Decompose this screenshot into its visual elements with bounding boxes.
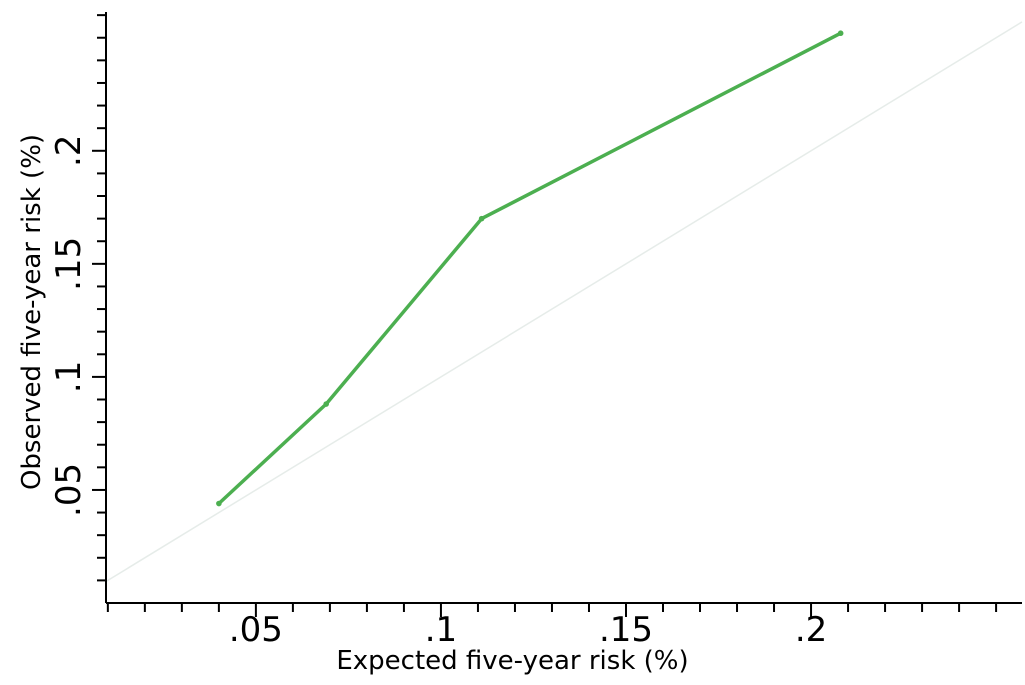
x-tick-label: .15 (599, 610, 653, 650)
series-line (217, 31, 842, 505)
data-point (216, 500, 222, 507)
y-tick-label: .05 (49, 463, 89, 517)
data-point (478, 215, 485, 222)
data-point (837, 30, 844, 37)
x-tick-label: .2 (795, 610, 827, 650)
data-point (323, 401, 330, 407)
x-tick-label: .1 (425, 610, 457, 650)
y-tick-label: .1 (49, 361, 89, 393)
y-tick-label: .15 (49, 237, 89, 291)
x-axis-title: Expected five-year risk (%) (336, 646, 689, 676)
y-tick-label: .2 (49, 135, 89, 167)
x-tick-label: .05 (229, 610, 283, 650)
y-axis-title: Observed five-year risk (%) (17, 133, 47, 491)
reference-line (105, 21, 1023, 583)
